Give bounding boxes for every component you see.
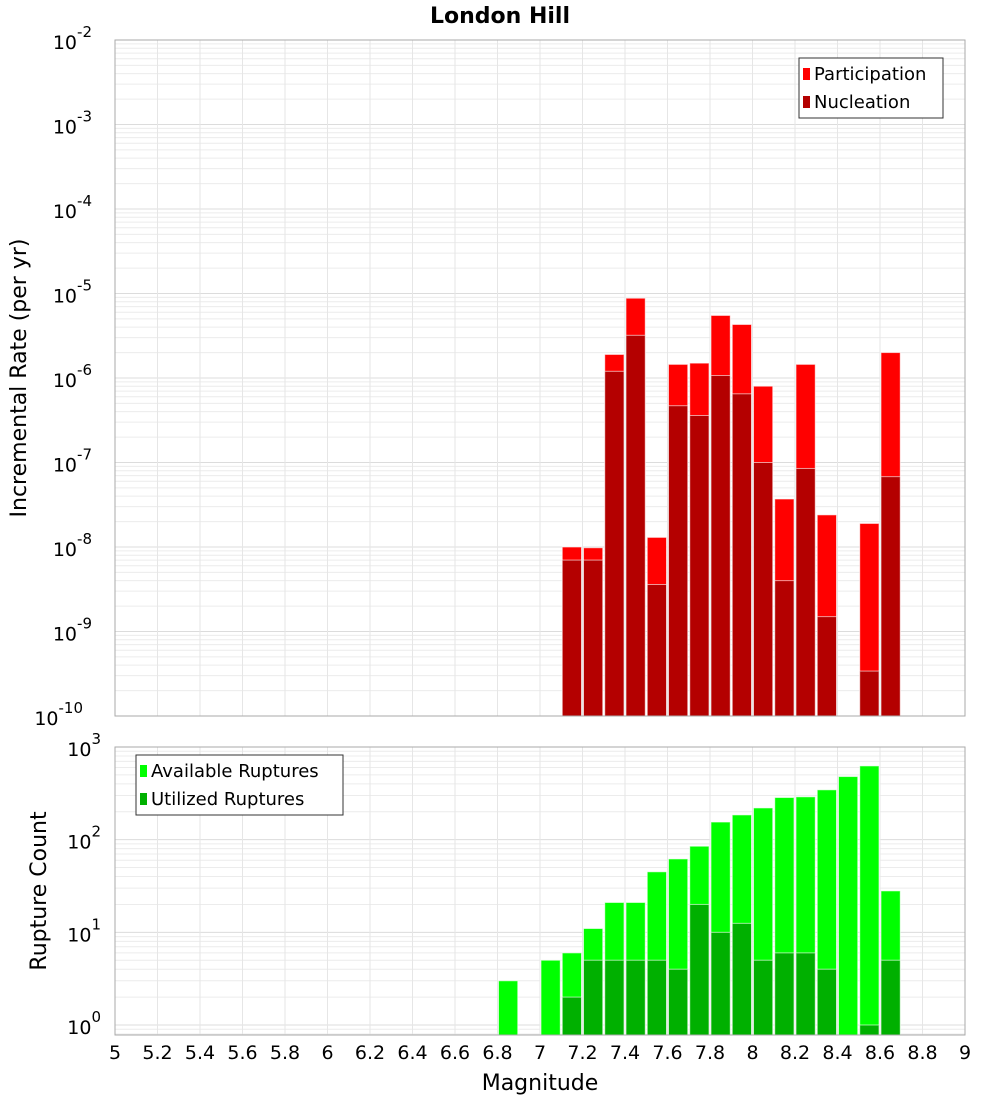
legend-box	[798, 57, 944, 119]
legend-box	[135, 754, 344, 816]
x-tick-label: 6.2	[355, 1042, 385, 1064]
y-tick-label: 10-10	[34, 699, 83, 730]
bar-utilized-ruptures	[859, 1024, 880, 1036]
bar-utilized-ruptures	[561, 996, 582, 1036]
x-tick-label: 5.4	[185, 1042, 215, 1064]
bottom-y-axis-label: Rupture Count	[27, 811, 52, 971]
x-axis-label: Magnitude	[482, 1071, 599, 1096]
bar-available-ruptures	[540, 959, 561, 1036]
bar-nucleation	[731, 393, 752, 717]
chart-title: London Hill	[430, 4, 570, 29]
bar-available-ruptures	[498, 980, 519, 1036]
bar-nucleation	[561, 559, 582, 717]
bar-nucleation	[668, 405, 689, 717]
x-tick-label: 6.8	[482, 1042, 512, 1064]
bar-nucleation	[880, 476, 901, 717]
x-tick-label: 5.2	[142, 1042, 172, 1064]
x-tick-label: 7.6	[652, 1042, 682, 1064]
bar-utilized-ruptures	[710, 931, 731, 1036]
y-tick-label: 100	[67, 1008, 101, 1039]
bar-utilized-ruptures	[689, 903, 710, 1036]
legend-label: Utilized Ruptures	[151, 789, 304, 810]
y-tick-label: 103	[67, 730, 101, 761]
bar-utilized-ruptures	[646, 959, 667, 1036]
y-tick-label: 10-2	[53, 23, 92, 54]
plot-frame	[114, 39, 966, 717]
x-tick-label: 6.4	[397, 1042, 427, 1064]
bar-utilized-ruptures	[753, 959, 774, 1036]
y-tick-label: 10-4	[53, 192, 92, 223]
bar-nucleation	[625, 334, 646, 717]
y-tick-label: 102	[67, 823, 101, 854]
bar-nucleation	[816, 616, 837, 717]
bar-utilized-ruptures	[625, 959, 646, 1036]
plot-frame	[114, 746, 966, 1036]
top-y-axis-label: Incremental Rate (per yr)	[7, 239, 32, 518]
bar-nucleation	[689, 414, 710, 717]
bar-utilized-ruptures	[774, 952, 795, 1036]
bar-utilized-ruptures	[668, 968, 689, 1036]
bar-nucleation	[753, 462, 774, 717]
x-tick-label: 5.6	[227, 1042, 257, 1064]
bar-utilized-ruptures	[795, 952, 816, 1036]
y-tick-label: 10-8	[53, 530, 92, 561]
bar-nucleation	[774, 580, 795, 717]
bar-nucleation	[795, 467, 816, 717]
legend-swatch	[803, 96, 810, 108]
x-tick-label: 8.6	[865, 1042, 895, 1064]
bar-utilized-ruptures	[604, 959, 625, 1036]
x-tick-label: 7.2	[567, 1042, 597, 1064]
x-tick-label: 5	[109, 1042, 121, 1064]
bar-available-ruptures	[859, 765, 880, 1036]
x-tick-label: 8.8	[907, 1042, 937, 1064]
x-tick-label: 5.8	[270, 1042, 300, 1064]
legend-swatch	[140, 793, 147, 805]
x-tick-label: 7.8	[695, 1042, 725, 1064]
legend-swatch	[140, 765, 147, 777]
bar-nucleation	[646, 583, 667, 717]
bar-available-ruptures	[838, 776, 859, 1036]
y-tick-label: 10-3	[53, 108, 92, 139]
x-tick-label: 8	[746, 1042, 758, 1064]
legend-label: Available Ruptures	[151, 761, 319, 782]
bar-nucleation	[859, 670, 880, 717]
bar-nucleation	[583, 559, 604, 717]
bar-nucleation	[604, 370, 625, 717]
y-tick-label: 10-5	[53, 277, 92, 308]
x-tick-label: 6.6	[440, 1042, 470, 1064]
y-tick-label: 10-9	[53, 615, 92, 646]
bar-utilized-ruptures	[583, 959, 604, 1036]
x-tick-label: 6	[321, 1042, 333, 1064]
top-plot: 10-10 10-9 10-8 10-7 10-6 10-5 10-4 10-3 10-2 Par…	[34, 23, 966, 730]
x-tick-label: 7	[534, 1042, 546, 1064]
y-tick-label: 101	[67, 915, 101, 946]
bar-utilized-ruptures	[880, 959, 901, 1036]
legend-label: Participation	[814, 64, 926, 85]
bar-nucleation	[710, 375, 731, 717]
y-tick-label: 10-7	[53, 446, 92, 477]
x-tick-label: 9	[959, 1042, 971, 1064]
x-tick-label: 8.4	[822, 1042, 852, 1064]
bar-utilized-ruptures	[731, 922, 752, 1036]
bar-utilized-ruptures	[816, 968, 837, 1036]
x-tick-label: 7.4	[610, 1042, 640, 1064]
legend-swatch	[803, 68, 810, 80]
legend-label: Nucleation	[814, 92, 910, 113]
x-tick-label: 8.2	[780, 1042, 810, 1064]
y-tick-label: 10-6	[53, 361, 92, 392]
